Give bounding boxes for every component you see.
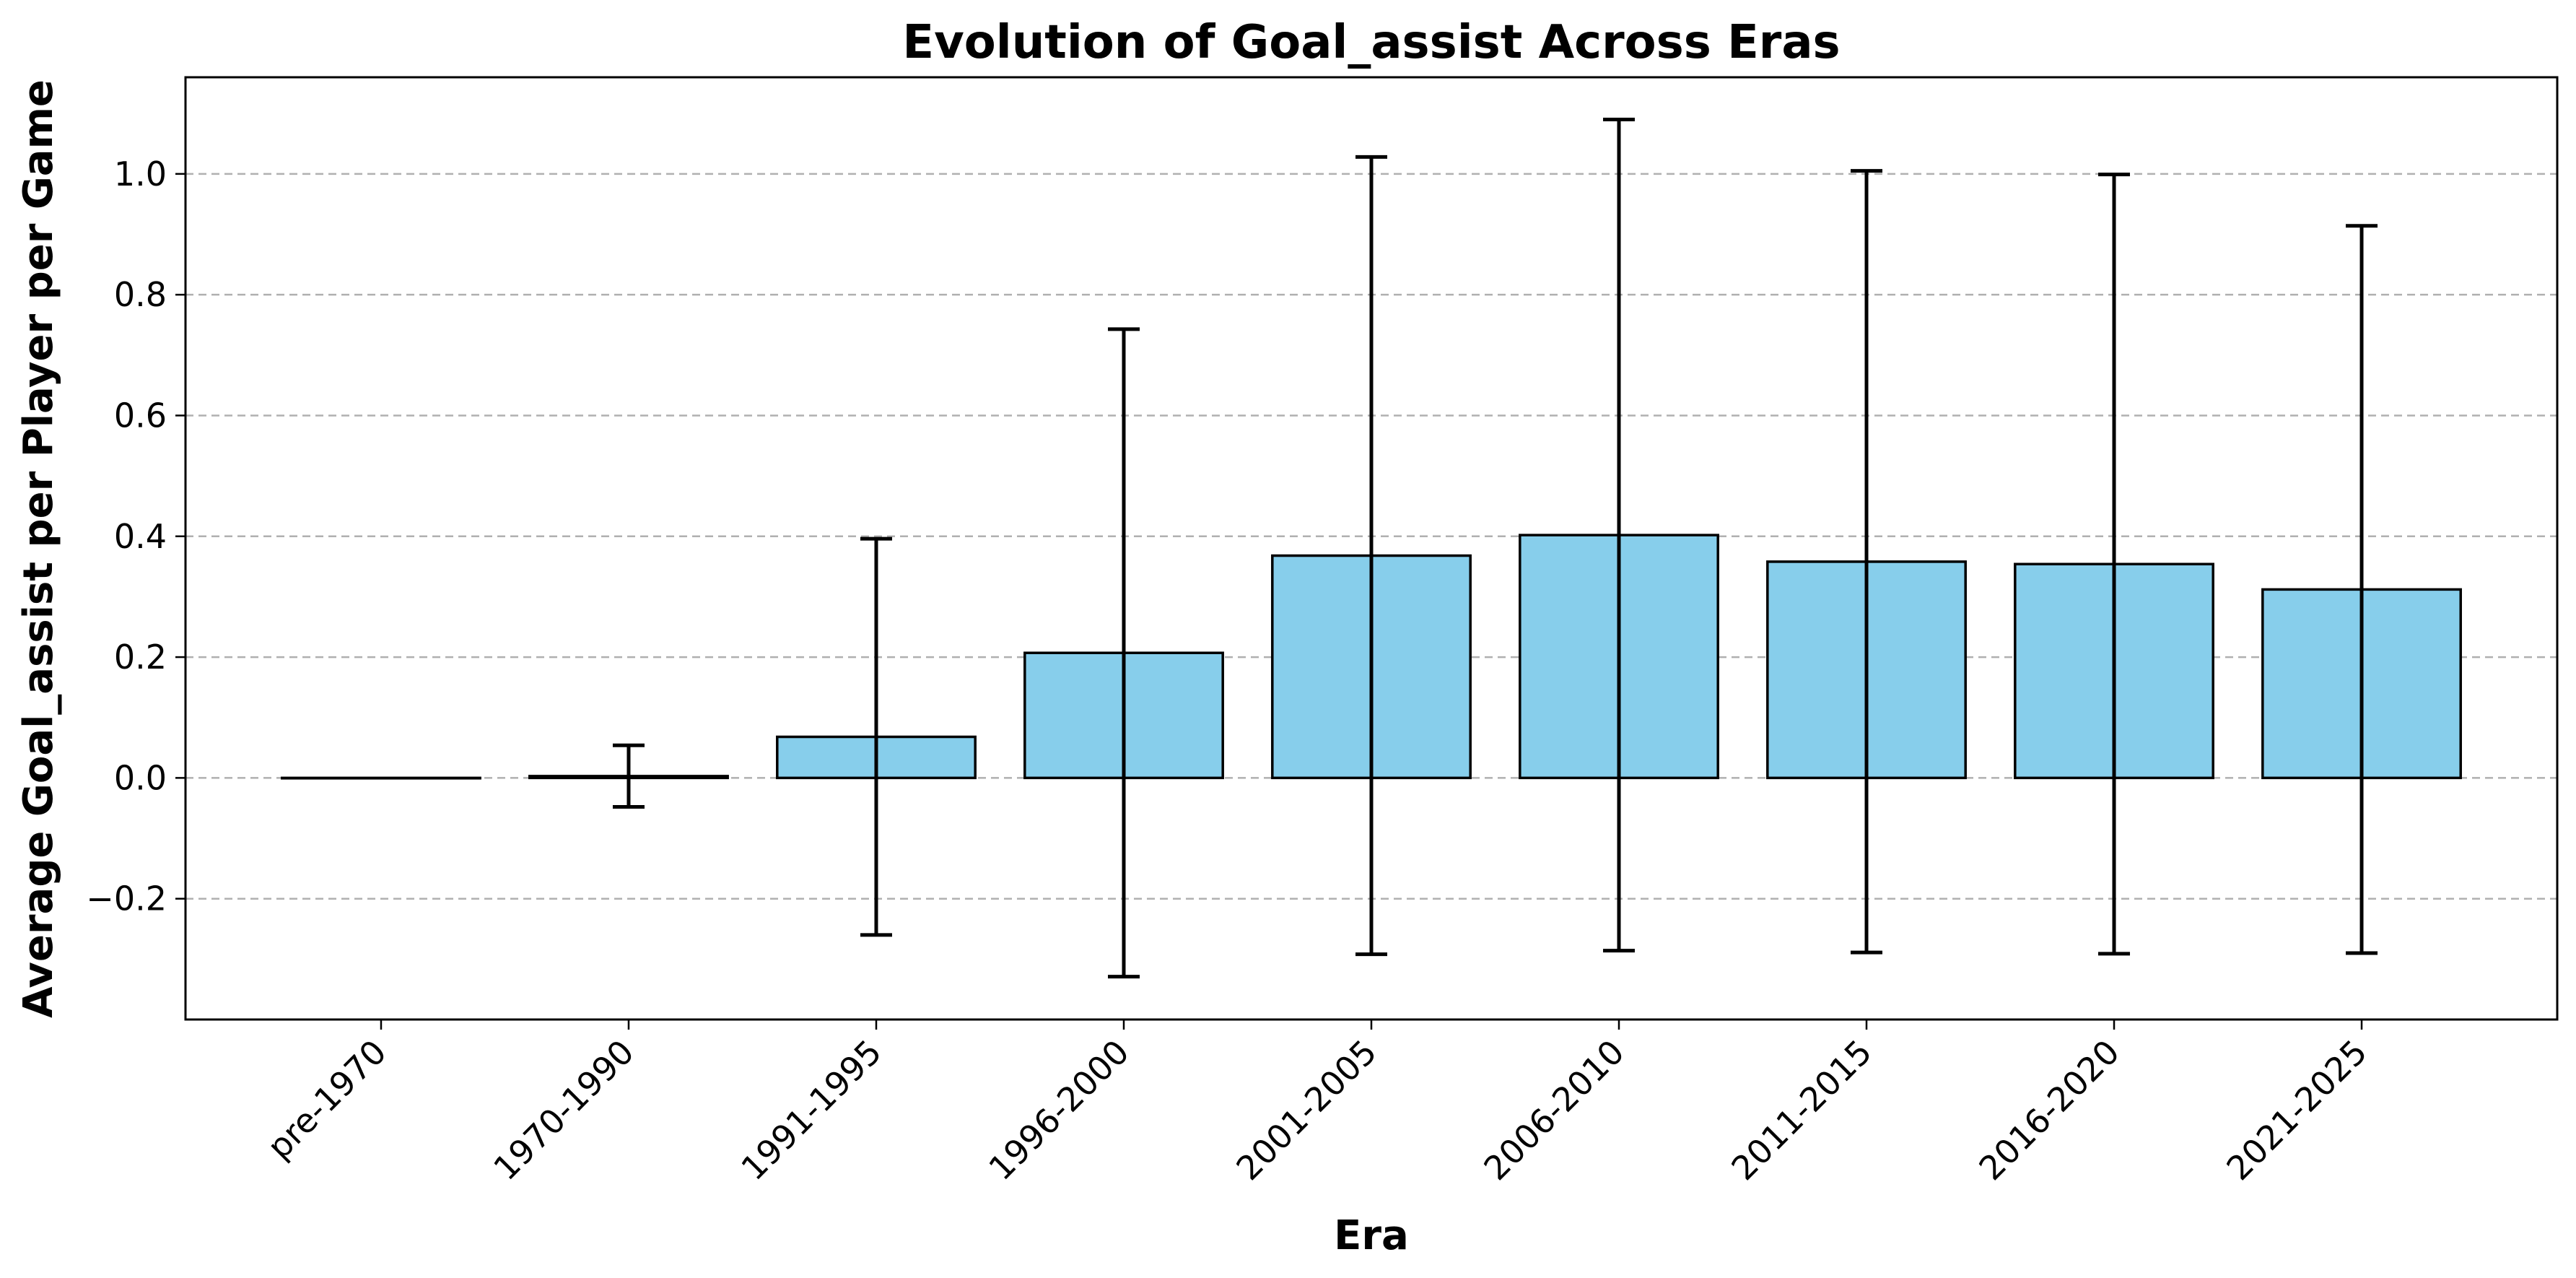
x-axis-ticks: pre-1970 1970-1990 1991-1995 1996-2000 2001-… [260,1020,2375,1188]
x-tick-label: pre-1970 [260,1033,394,1167]
y-tick-label: −0.2 [86,879,167,918]
x-tick-label: 2001-2005 [1228,1033,1384,1188]
x-axis-title: Era [1334,1212,1409,1259]
x-tick-label: 1970-1990 [486,1033,641,1188]
x-tick-label: 2011-2015 [1724,1033,1879,1188]
x-tick-label: 1991-1995 [733,1033,888,1188]
y-tick-label: 1.0 [114,155,167,194]
y-tick-label: 0.6 [114,396,167,435]
y-tick-label: 0.8 [114,275,167,314]
y-axis-ticks: −0.2 0.0 0.2 0.4 0.6 0.8 1.0 [86,155,185,918]
x-tick-label: 1996-2000 [981,1033,1136,1188]
y-tick-label: 0.0 [114,758,167,797]
error-bars [612,118,2378,979]
chart-title: Evolution of Goal_assist Across Eras [902,16,1840,69]
x-tick-label: 2006-2010 [1476,1033,1631,1188]
x-tick-label: 2021-2025 [2219,1033,2374,1188]
x-tick-label: 2016-2020 [1971,1033,2126,1188]
y-axis-title: Average Goal_assist per Player per Game [15,79,62,1018]
y-tick-label: 0.4 [114,517,167,556]
y-tick-label: 0.2 [114,638,167,677]
